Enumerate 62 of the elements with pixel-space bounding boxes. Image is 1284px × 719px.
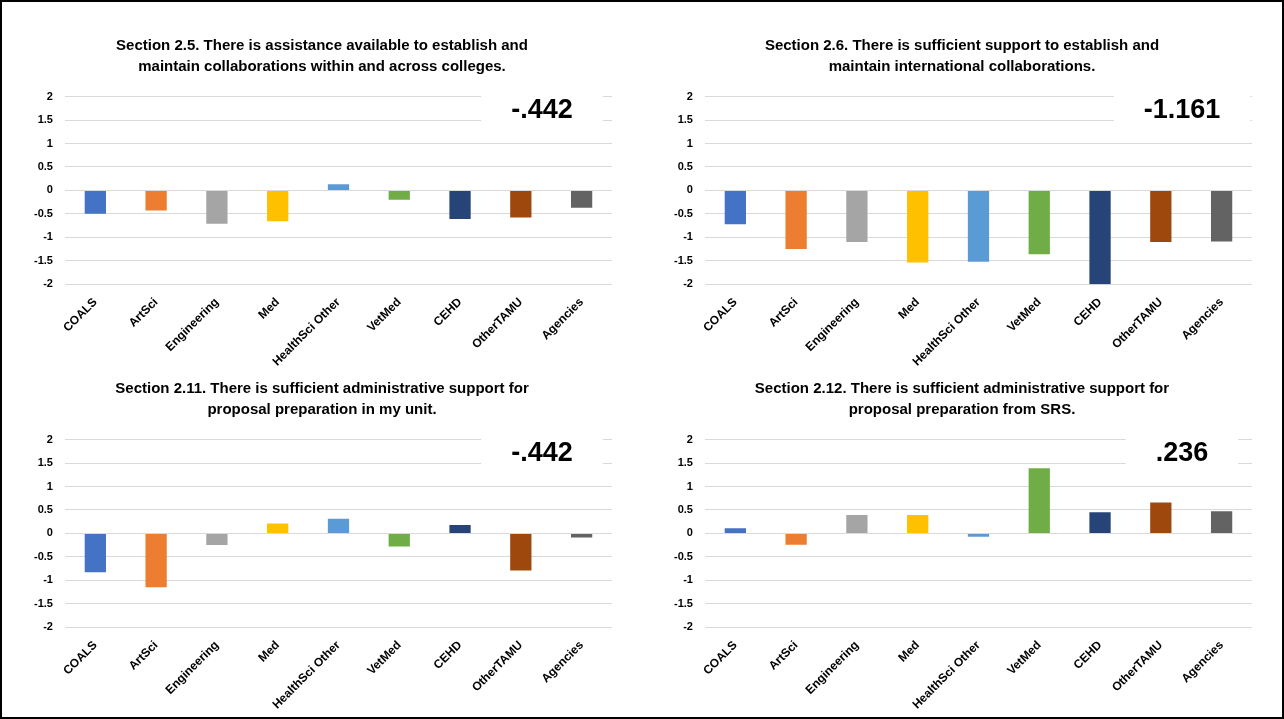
bar — [907, 515, 929, 533]
y-tick-label: 1 — [46, 479, 53, 492]
y-tick-label: 1.5 — [37, 456, 53, 469]
chart-title: Section 2.11. There is sufficient administrative support for proposal preparation in my unit. — [114, 378, 530, 419]
bar — [570, 533, 593, 538]
bar — [84, 533, 106, 573]
y-tick-label: 2 — [46, 89, 53, 102]
bar — [724, 528, 746, 533]
y-tick-label: -2 — [43, 277, 53, 290]
y-tick-label: 0.5 — [37, 159, 53, 172]
bar — [1210, 511, 1233, 533]
bar — [846, 515, 868, 533]
bar — [449, 524, 471, 533]
y-tick-label: -1 — [43, 573, 53, 586]
y-tick-label: -1 — [683, 230, 693, 243]
y-tick-label: 0.5 — [677, 159, 693, 172]
chart-title: Section 2.12. There is sufficient administrative support for proposal preparation from SRS. — [753, 378, 1171, 419]
y-tick-label: 1 — [686, 136, 693, 149]
bar — [1150, 502, 1172, 533]
y-tick-label: 1.5 — [677, 456, 693, 469]
bar — [785, 533, 807, 545]
y-tick-label: -2 — [683, 620, 693, 633]
y-tick-label: 0 — [46, 526, 53, 539]
bar — [145, 533, 167, 588]
y-tick-label: -1 — [43, 230, 53, 243]
y-tick-label: -2 — [43, 620, 53, 633]
y-tick-label: -1 — [683, 573, 693, 586]
y-tick-label: -1.5 — [673, 253, 693, 266]
y-tick-label: 1.5 — [677, 113, 693, 126]
annotation: .236 — [1155, 437, 1209, 468]
annotation: -1.161 — [1143, 94, 1221, 125]
y-tick-label: 0.5 — [37, 502, 53, 515]
y-tick-label: -0.5 — [33, 549, 53, 562]
bar — [388, 533, 410, 547]
y-tick-label: 2 — [46, 432, 53, 445]
bar — [510, 533, 532, 571]
y-tick-label: 1 — [686, 479, 693, 492]
bar — [1028, 468, 1050, 533]
y-tick-label: -0.5 — [673, 206, 693, 219]
y-tick-label: 1.5 — [37, 113, 53, 126]
chart-title: Section 2.5. There is assistance available to establish and maintain collaborations within and across colleges. — [115, 35, 529, 76]
y-tick-label: 1 — [46, 136, 53, 149]
annotation: -.442 — [511, 94, 573, 125]
chart-title: Section 2.6. There is sufficient support to establish and maintain international collaborations. — [763, 35, 1161, 76]
y-tick-label: 0 — [46, 183, 53, 196]
bar — [267, 523, 289, 533]
y-tick-label: -0.5 — [33, 206, 53, 219]
bar — [967, 533, 990, 537]
y-tick-label: -2 — [683, 277, 693, 290]
y-tick-label: -0.5 — [673, 549, 693, 562]
y-tick-label: -1.5 — [33, 253, 53, 266]
y-tick-label: 2 — [686, 432, 693, 445]
annotation: -.442 — [511, 437, 573, 468]
y-tick-label: 0.5 — [677, 502, 693, 515]
y-tick-label: 0 — [686, 183, 693, 196]
y-tick-label: 0 — [686, 526, 693, 539]
bar — [1089, 512, 1111, 533]
y-tick-label: -1.5 — [673, 596, 693, 609]
y-tick-label: -1.5 — [33, 596, 53, 609]
bar — [206, 533, 228, 546]
bar — [327, 518, 350, 533]
y-tick-label: 2 — [686, 89, 693, 102]
